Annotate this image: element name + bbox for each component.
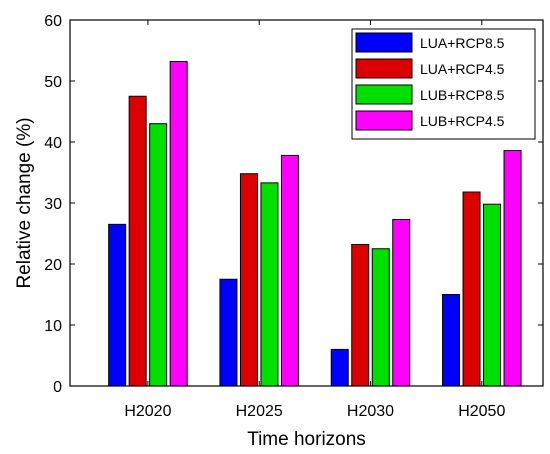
bar-h2020-lua-rcp8-5	[108, 223, 127, 387]
x-tick-label: H2025	[236, 403, 283, 420]
legend-swatch	[355, 110, 413, 131]
y-tick-label: 0	[53, 379, 62, 396]
bar-h2020-lub-rcp8-5	[149, 123, 168, 387]
bar-h2025-lub-rcp8-5	[260, 182, 279, 387]
y-tick-label: 40	[44, 135, 62, 152]
x-axis-title: Time horizons	[247, 429, 366, 450]
legend-label: LUB+RCP8.5	[420, 87, 505, 103]
legend-swatch	[355, 32, 413, 53]
bar-h2025-lua-rcp4-5	[239, 173, 258, 387]
y-tick-label: 10	[44, 318, 62, 335]
bar-h2050-lub-rcp8-5	[483, 203, 502, 387]
y-tick-label: 60	[44, 13, 62, 30]
legend: LUA+RCP8.5 LUA+RCP4.5 LUB+RCP8.5 LUB+RCP4.5	[351, 28, 536, 140]
x-tick-label: H2030	[347, 403, 394, 420]
y-tick-label: 50	[44, 74, 62, 91]
bar-h2030-lub-rcp4-5	[392, 218, 411, 387]
bar-h2020-lua-rcp4-5	[128, 95, 147, 387]
legend-swatch	[355, 58, 413, 79]
bar-h2030-lua-rcp8-5	[330, 348, 349, 387]
legend-label: LUA+RCP4.5	[420, 61, 505, 77]
y-tick-label: 30	[44, 196, 62, 213]
bar-h2030-lub-rcp8-5	[371, 248, 390, 387]
x-axis: H2020 H2025 H2030 H2050	[124, 20, 505, 420]
bar-h2030-lua-rcp4-5	[351, 243, 370, 387]
y-axis-title: Relative change (%)	[14, 117, 35, 288]
legend-label: LUB+RCP4.5	[420, 113, 505, 129]
bar-h2025-lua-rcp8-5	[219, 278, 238, 387]
legend-swatch	[355, 84, 413, 105]
bar-h2020-lub-rcp4-5	[169, 60, 188, 387]
y-axis: 0 10 20 30 40 50 60	[44, 13, 543, 396]
bar-h2025-lub-rcp4-5	[280, 154, 299, 387]
bar-h2050-lub-rcp4-5	[503, 150, 522, 387]
x-tick-label: H2020	[124, 403, 171, 420]
bars-group	[108, 60, 522, 387]
legend-label: LUA+RCP8.5	[420, 35, 505, 51]
bar-h2050-lua-rcp8-5	[442, 294, 461, 387]
bar-h2050-lua-rcp4-5	[462, 191, 481, 387]
y-tick-label: 20	[44, 257, 62, 274]
x-tick-label: H2050	[458, 403, 505, 420]
